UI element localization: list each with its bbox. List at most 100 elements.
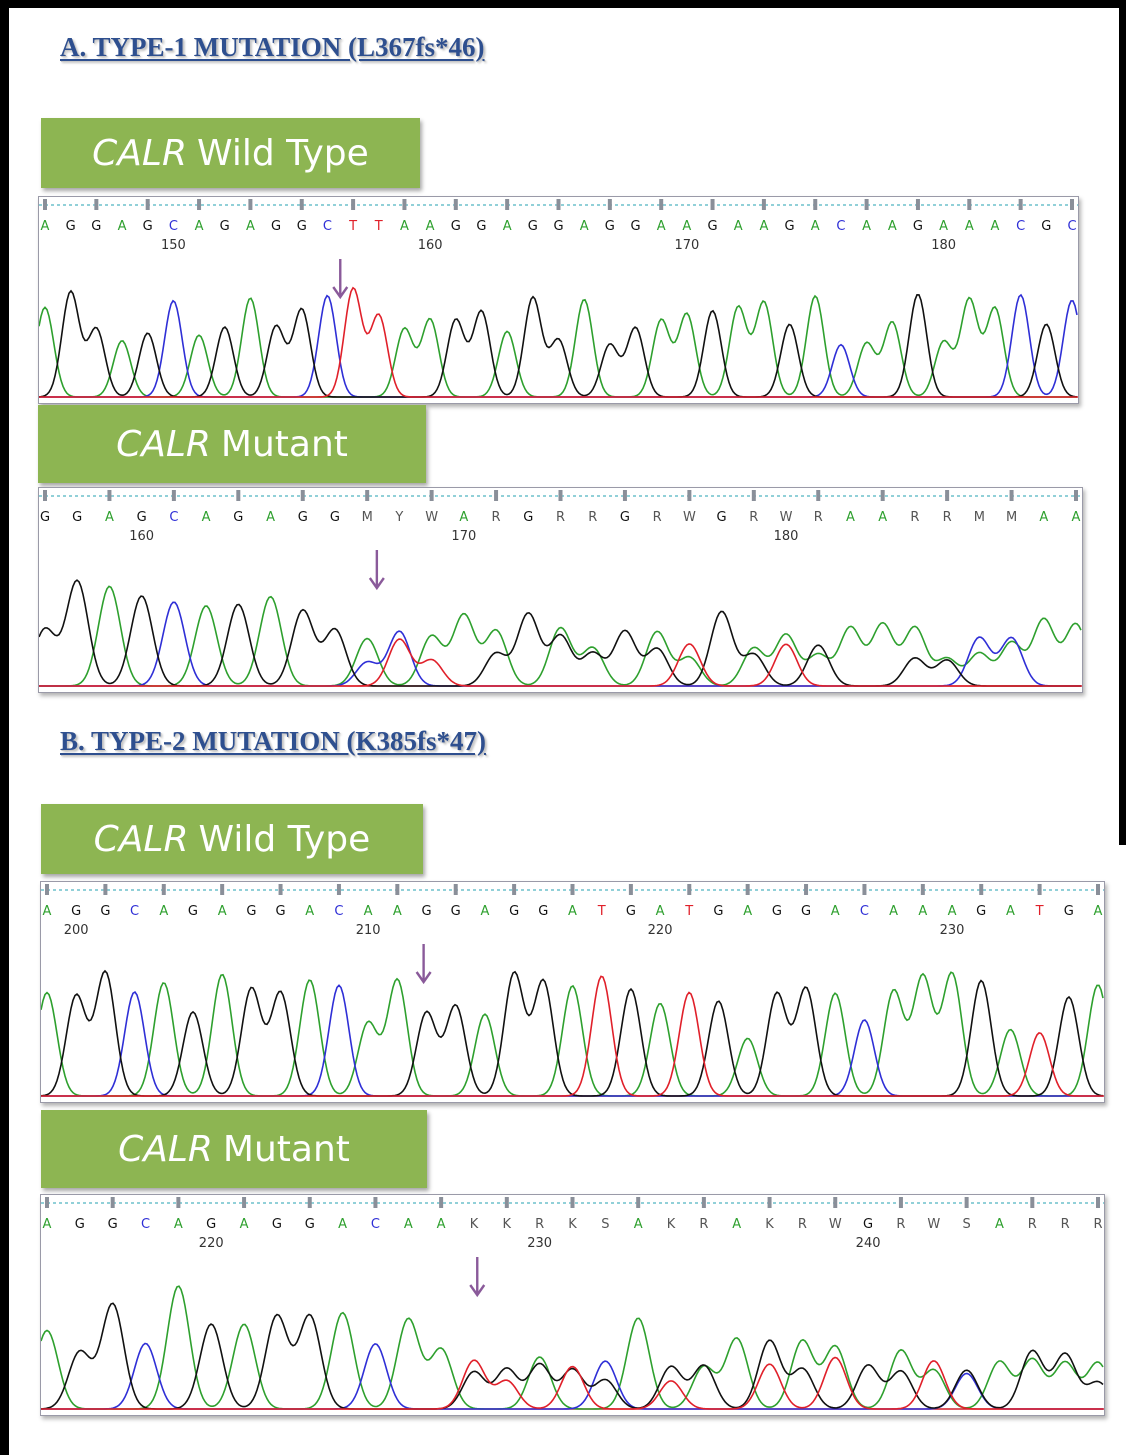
ruler-tick (94, 199, 99, 210)
base-call: T (348, 219, 357, 234)
position-label: 160 (418, 238, 443, 253)
ruler-tick (429, 490, 434, 501)
base-call: G (40, 510, 50, 525)
base-call: A (266, 510, 275, 525)
base-call: G (330, 510, 340, 525)
ruler-tick (745, 884, 750, 895)
base-call: A (159, 904, 168, 919)
base-call: G (626, 904, 636, 919)
base-call: M (1006, 510, 1017, 525)
ruler-tick (242, 1197, 247, 1208)
ruler-tick (659, 199, 664, 210)
base-call: G (271, 219, 281, 234)
base-call: G (1064, 904, 1074, 919)
section-b-heading: B. TYPE-2 MUTATION (K385fs*47) (60, 726, 487, 756)
ruler-tick (979, 884, 984, 895)
ruler-tick (945, 490, 950, 501)
base-call: A (888, 219, 897, 234)
ruler-tick (967, 199, 972, 210)
ruler-tick (161, 884, 166, 895)
base-call: R (798, 1217, 807, 1232)
trace-t (39, 286, 1077, 398)
gene-name: CALR (93, 818, 189, 860)
base-call: C (169, 510, 178, 525)
base-call: G (528, 219, 538, 234)
base-call: A (1039, 510, 1048, 525)
trace-a (39, 585, 1082, 687)
frame-right-border (1119, 0, 1126, 845)
ruler-tick (813, 199, 818, 210)
base-call: T (1035, 904, 1044, 919)
sample-type: Wild Type (197, 132, 369, 174)
ruler-tick (636, 1197, 641, 1208)
base-call: A (503, 219, 512, 234)
base-call: G (298, 510, 308, 525)
base-call: A (105, 510, 114, 525)
trace-g (39, 579, 1081, 687)
trace-a (39, 294, 1077, 398)
base-call: W (780, 510, 793, 525)
mutation-arrow (469, 1257, 486, 1298)
base-call: W (927, 1217, 940, 1232)
ruler-tick (45, 884, 49, 895)
base-call: K (503, 1217, 512, 1232)
base-call: R (896, 1217, 905, 1232)
base-call: A (459, 510, 468, 525)
base-call: G (717, 510, 727, 525)
position-label: 240 (856, 1236, 881, 1251)
position-label: 220 (648, 923, 673, 938)
base-call: T (597, 904, 606, 919)
base-call: G (801, 904, 811, 919)
ruler-tick (701, 1197, 706, 1208)
position-label: 150 (161, 238, 186, 253)
position-label: 220 (199, 1236, 224, 1251)
trace-a (41, 971, 1104, 1097)
ruler-tick (622, 490, 627, 501)
base-call: A (991, 219, 1000, 234)
ruler-tick (494, 490, 499, 501)
ruler-tick (300, 490, 305, 501)
base-call: K (470, 1217, 479, 1232)
position-label: 170 (451, 529, 476, 544)
base-call: G (630, 219, 640, 234)
ruler-tick (628, 884, 633, 895)
base-call: A (939, 219, 948, 234)
ruler-tick (570, 1197, 575, 1208)
base-call: G (276, 904, 286, 919)
trace-t (41, 975, 1103, 1097)
base-call: A (218, 904, 227, 919)
ruler-tick (373, 1197, 378, 1208)
base-call: W (425, 510, 438, 525)
base-call: C (169, 219, 178, 234)
ruler-tick (220, 884, 225, 895)
trace-c (41, 984, 1103, 1097)
base-call: R (1061, 1217, 1070, 1232)
type1-wildtype-label: CALR Wild Type (41, 118, 420, 188)
base-call: R (492, 510, 501, 525)
ruler-tick (880, 490, 885, 501)
ruler-tick (351, 199, 356, 210)
ruler-tick (570, 884, 575, 895)
position-label: 160 (129, 529, 154, 544)
base-call: R (1028, 1217, 1037, 1232)
base-call: R (943, 510, 952, 525)
base-call: G (233, 510, 243, 525)
base-call: G (108, 1217, 118, 1232)
ruler-tick (964, 1197, 969, 1208)
trace-g (41, 1302, 1104, 1410)
ruler-tick (103, 884, 108, 895)
ruler-tick (365, 490, 370, 501)
base-call: G (297, 219, 307, 234)
ruler-tick (336, 884, 341, 895)
base-call: G (605, 219, 615, 234)
base-call: G (785, 219, 795, 234)
base-call: A (965, 219, 974, 234)
base-call: A (656, 904, 665, 919)
base-call: W (683, 510, 696, 525)
position-label: 170 (674, 238, 699, 253)
base-call: G (91, 219, 101, 234)
ruler-tick (1037, 884, 1042, 895)
ruler-tick (767, 1197, 772, 1208)
gene-name: CALR (118, 1128, 213, 1170)
